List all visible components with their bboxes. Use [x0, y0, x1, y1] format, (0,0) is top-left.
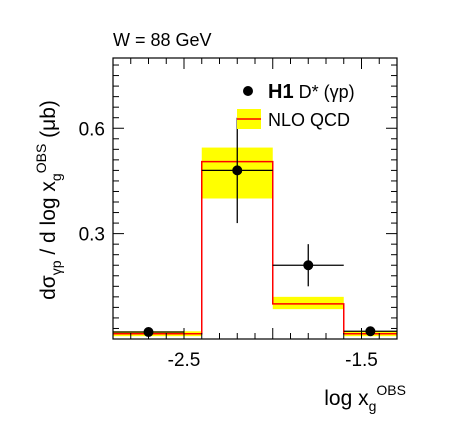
y-tick-label: 0.3 — [79, 225, 105, 246]
data-point-3 — [343, 326, 397, 337]
data-point-marker-2 — [303, 260, 314, 271]
data-point-marker-3 — [365, 326, 376, 337]
y-title-sub1: γp — [48, 260, 64, 275]
x-tick-label: -2.5 — [168, 350, 201, 371]
data-point-1 — [201, 117, 273, 224]
legend-data-label-bold: H1 — [268, 81, 294, 103]
y-title-part1: dσ — [37, 275, 60, 300]
x-title-sub: g — [369, 398, 377, 414]
chart-header: W = 88 GeV — [113, 30, 212, 50]
y-axis-ticks: 0.3 0.6 — [79, 64, 397, 329]
nlo-band-2 — [272, 296, 344, 310]
nlo-uncertainty-bands — [113, 147, 397, 337]
data-point-2 — [272, 244, 344, 287]
data-point-0 — [113, 326, 184, 337]
legend-data-marker — [243, 86, 253, 96]
legend-data-label: H1 D* (γp) — [268, 81, 355, 103]
y-title-part2: / d log x — [37, 181, 60, 261]
legend: H1 D* (γp) NLO QCD — [237, 81, 355, 130]
y-title-part3: (μb) — [37, 100, 60, 144]
nlo-line — [113, 160, 397, 335]
legend-data-label-rest: D* (γp) — [294, 82, 355, 102]
x-title-sup: OBS — [376, 382, 406, 398]
legend-theory-label: NLO QCD — [268, 110, 350, 130]
x-title-main: log x — [324, 387, 369, 410]
x-axis-ticks: -2.5 -1.5 — [130, 58, 380, 371]
x-tick-label: -1.5 — [345, 350, 378, 371]
y-tick-label: 0.6 — [79, 119, 105, 140]
data-points — [113, 117, 397, 337]
y-axis-title: dσγp / d log xgOBS (μb) — [33, 100, 64, 300]
y-title-sub2: g — [48, 173, 64, 181]
data-point-marker-0 — [143, 326, 154, 337]
y-title-sup2: OBS — [33, 144, 49, 174]
nlo-histogram — [113, 160, 397, 335]
data-point-marker-1 — [232, 165, 243, 176]
x-axis-title: log xgOBS — [324, 382, 406, 414]
